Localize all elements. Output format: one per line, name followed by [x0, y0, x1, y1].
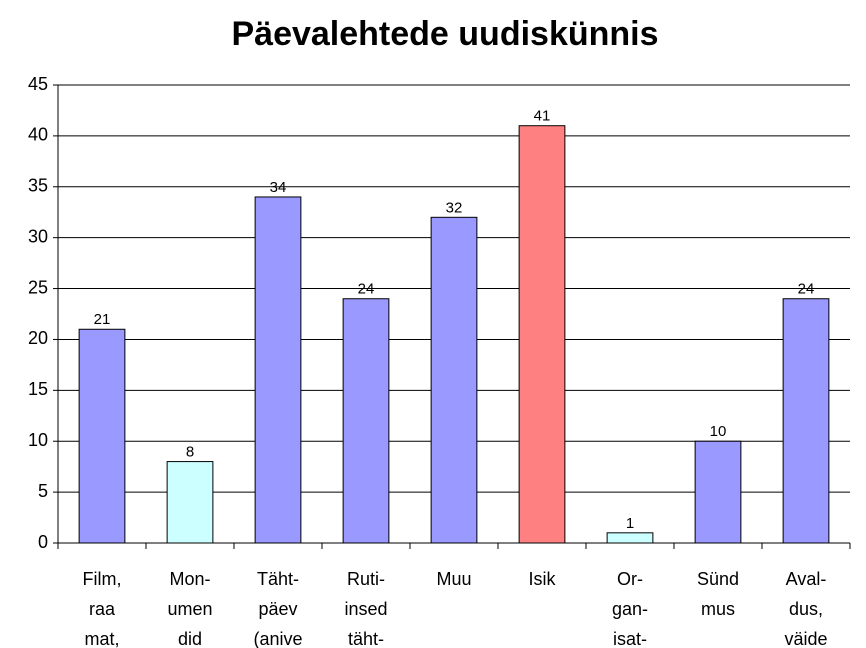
y-tick-label: 15: [28, 379, 48, 399]
bar: [166, 461, 214, 544]
value-label: 8: [186, 444, 194, 461]
bar: [606, 532, 654, 544]
y-tick-label: 0: [38, 532, 48, 552]
x-tick-label: Sünd mus: [697, 569, 739, 619]
x-tick-label: Aval-dus, väide: [784, 569, 827, 648]
y-tick-label: 40: [28, 125, 48, 145]
bar: [254, 196, 302, 544]
value-label: 41: [534, 108, 551, 125]
bar: [782, 298, 830, 544]
y-tick-label: 10: [28, 430, 48, 450]
x-tick-label: Ruti-insed täht-: [344, 569, 387, 648]
x-tick-label: Film, raa mat,: [83, 569, 122, 648]
bar: [78, 328, 126, 544]
value-label: 10: [710, 423, 727, 440]
y-tick-label: 20: [28, 328, 48, 348]
y-tick-label: 35: [28, 176, 48, 196]
x-tick-label: Isik: [529, 569, 557, 589]
chart-title: Päevalehtede uudiskünnis: [231, 15, 658, 53]
x-tick-label: Muu: [436, 569, 471, 589]
value-label: 34: [270, 179, 287, 196]
bar: [518, 125, 566, 544]
bar: [430, 216, 478, 544]
y-tick-label: 5: [38, 481, 48, 501]
value-label: 24: [798, 281, 815, 298]
value-label: 24: [358, 281, 375, 298]
y-tick-label: 30: [28, 226, 48, 246]
value-label: 32: [446, 199, 463, 216]
x-tick-label: Or-gan-isat-: [612, 569, 648, 648]
value-label: 21: [94, 311, 111, 328]
bar: [342, 298, 390, 544]
y-tick-label: 25: [28, 277, 48, 297]
value-label: 1: [626, 515, 634, 532]
bar: [694, 440, 742, 544]
x-tick-label: Mon-umen did: [167, 569, 212, 648]
y-tick-label: 45: [28, 74, 48, 94]
x-tick-label: Täht-päev (anive: [253, 569, 302, 648]
